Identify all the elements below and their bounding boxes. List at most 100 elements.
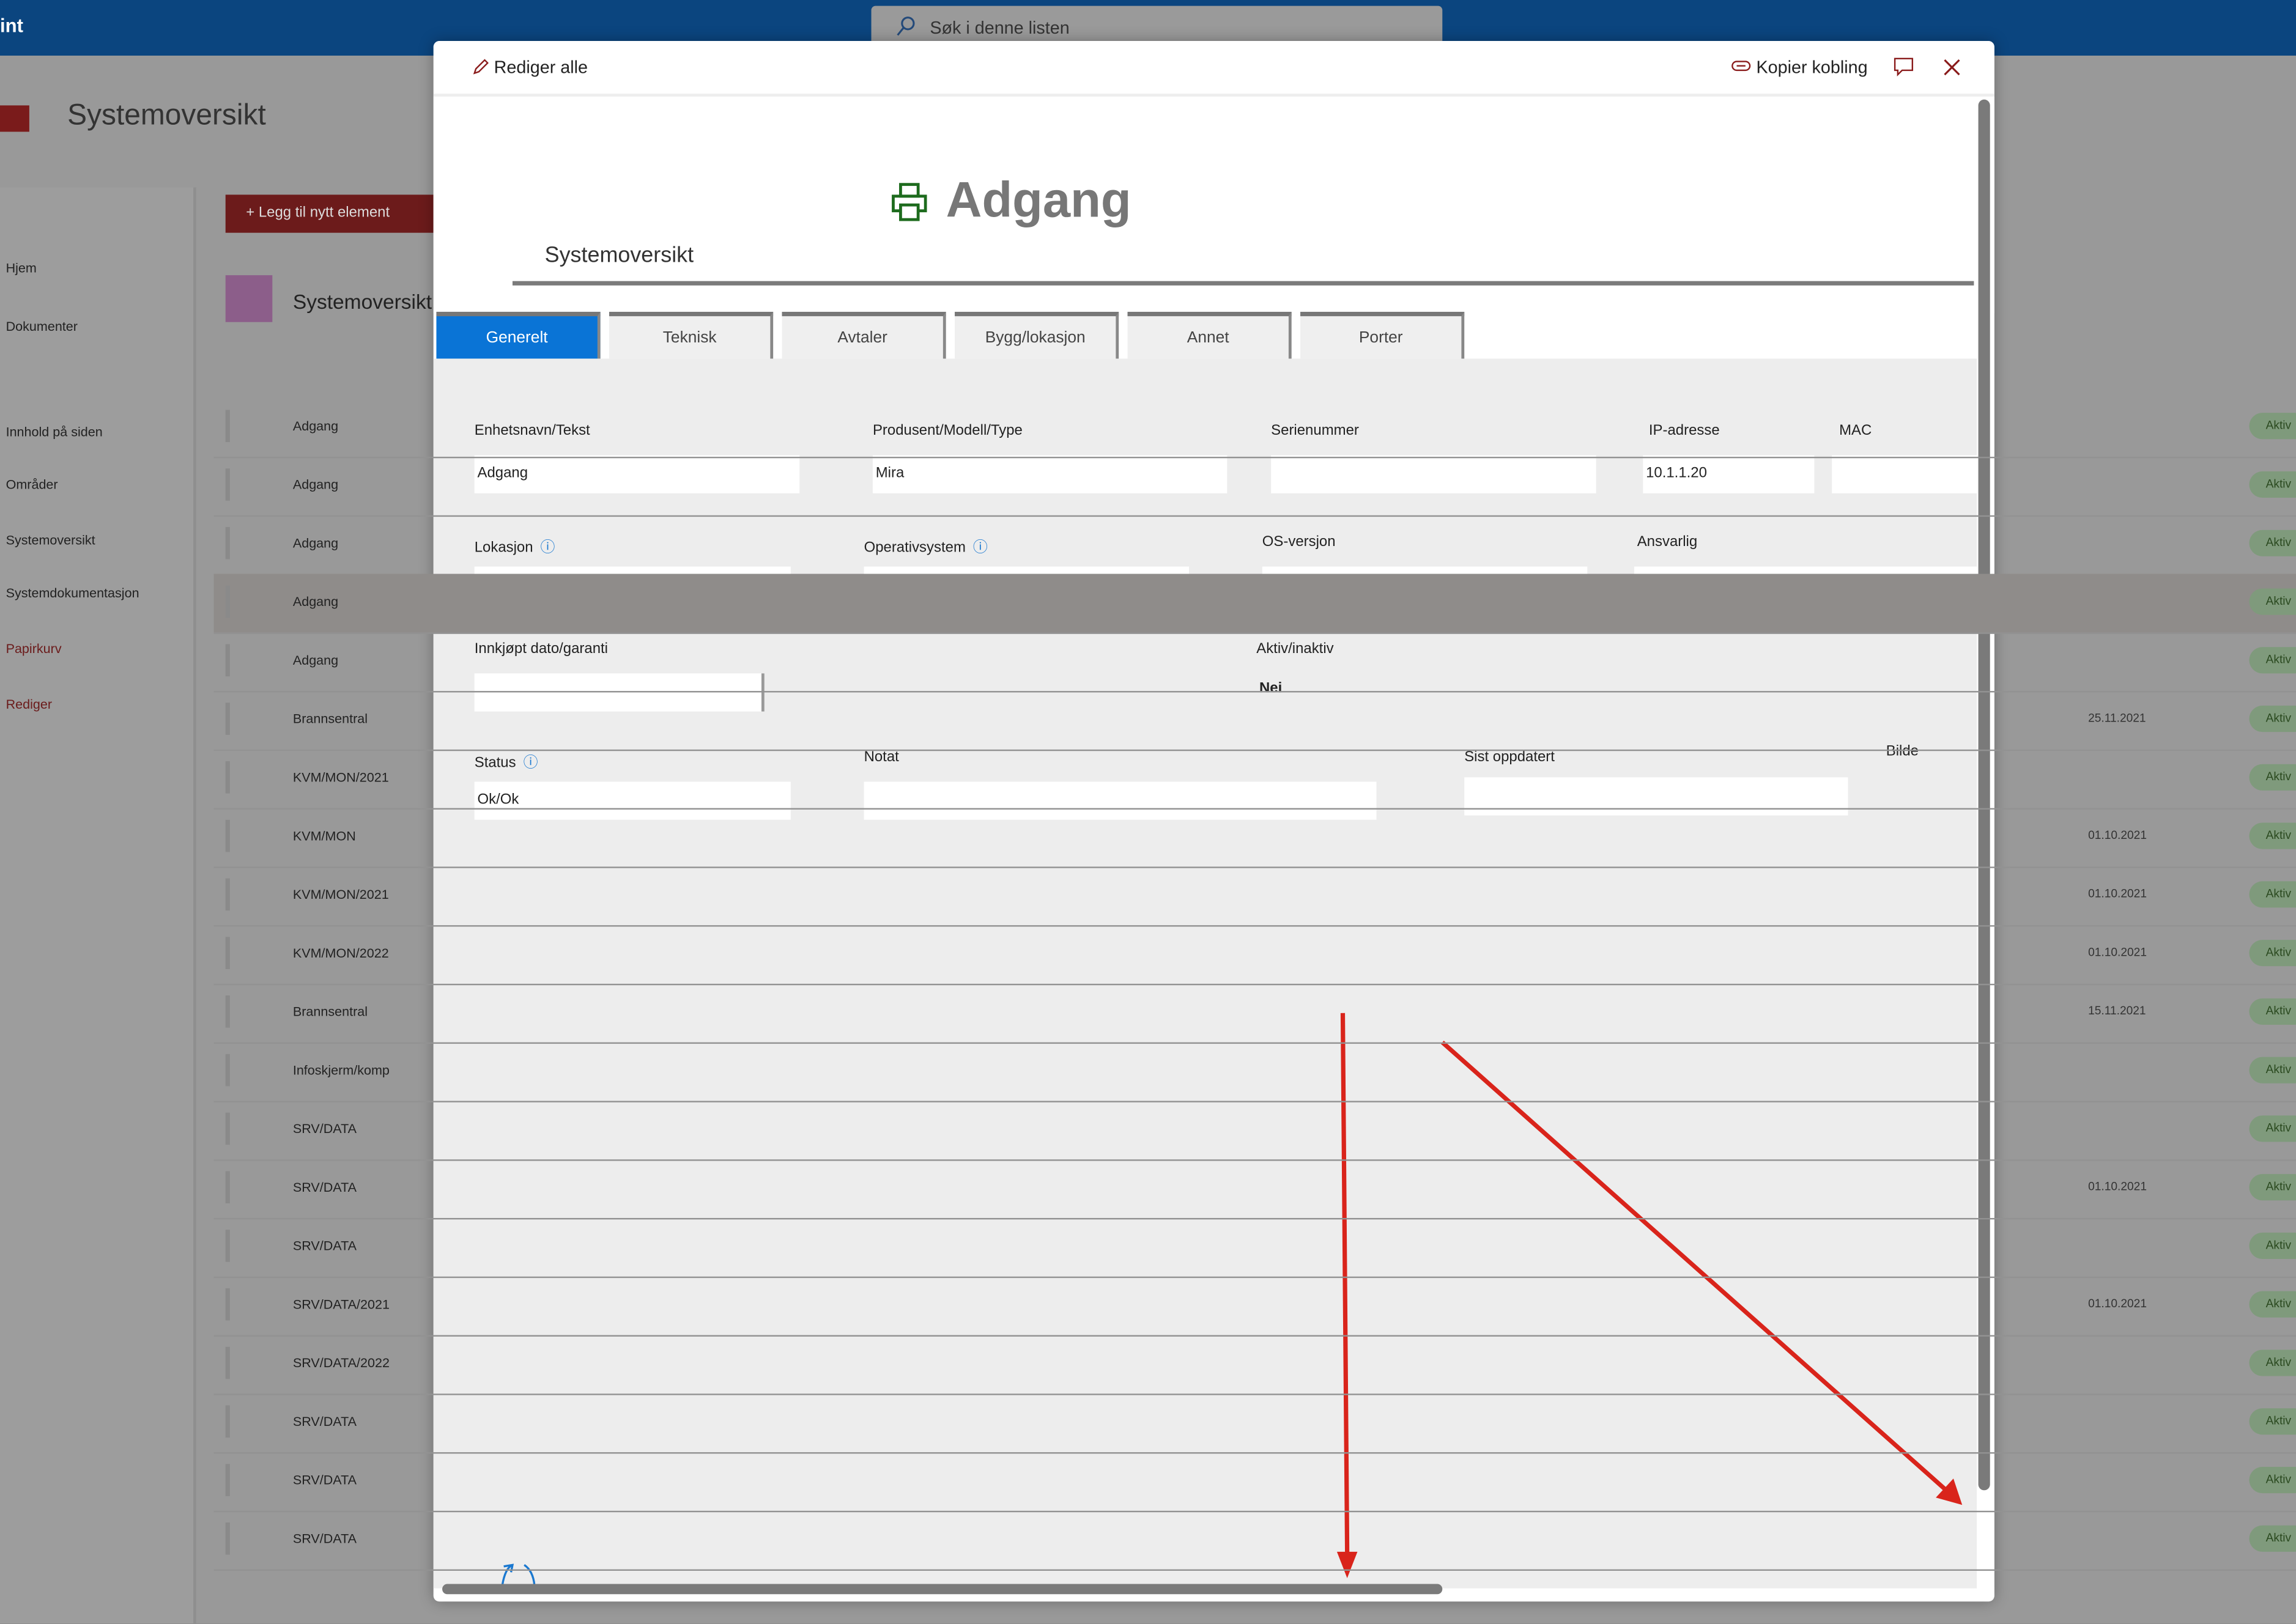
row-title: SRV/DATA	[292, 1531, 357, 1546]
status-badge: Aktiv	[2249, 1408, 2296, 1435]
list-row[interactable]: Adgang Aktiv	[213, 632, 2296, 693]
horizontal-scrollbar[interactable]	[442, 1584, 1443, 1595]
tab-porter[interactable]: Porter	[1300, 311, 1465, 359]
row-selector[interactable]	[225, 819, 230, 852]
status-badge: Aktiv	[2249, 822, 2296, 849]
list-row[interactable]: Brannsentral 15.11.2021 Aktiv	[213, 984, 2296, 1044]
nav-item[interactable]: Rediger	[6, 696, 53, 712]
row-title: SRV/DATA	[292, 1238, 357, 1253]
row-title: SRV/DATA/2022	[292, 1356, 390, 1370]
nav-item[interactable]: Systemoversikt	[6, 533, 95, 548]
nav-item[interactable]: Systemdokumentasjon	[6, 585, 139, 600]
row-selector[interactable]	[225, 1171, 230, 1204]
list-row[interactable]: SRV/DATA/2021 01.10.2021 Aktiv	[213, 1277, 2296, 1337]
list-row[interactable]: SRV/DATA 01.10.2021 Aktiv	[213, 1159, 2296, 1220]
list-row[interactable]: SRV/DATA/2022 Aktiv	[213, 1335, 2296, 1395]
row-selector[interactable]	[225, 410, 230, 443]
nav-item[interactable]: Papirkurv	[6, 641, 62, 656]
field-label: Operativsystem ⓘ	[864, 534, 988, 556]
field-input[interactable]	[864, 781, 1377, 820]
comment-icon[interactable]	[1894, 57, 1914, 78]
vertical-scrollbar[interactable]	[1978, 99, 1990, 1491]
row-selector[interactable]	[225, 937, 230, 969]
list-row[interactable]: Adgang Aktiv	[213, 398, 2296, 459]
list-row[interactable]: SRV/DATA Aktiv	[213, 1218, 2296, 1279]
field-input[interactable]: Mira	[872, 455, 1228, 493]
row-selector[interactable]	[225, 1288, 230, 1321]
field-label-text: Enhetsnavn/Tekst	[474, 423, 590, 440]
list-row[interactable]: KVM/MON 01.10.2021 Aktiv	[213, 808, 2296, 868]
list-row[interactable]: Infoskjerm/komp Aktiv	[213, 1043, 2296, 1102]
field-label: Notat	[864, 750, 899, 766]
field-input[interactable]	[1832, 455, 1979, 493]
row-selector[interactable]	[225, 1346, 230, 1379]
pencil-icon	[473, 59, 489, 75]
field-input[interactable]	[474, 673, 765, 712]
row-selector[interactable]	[225, 1522, 230, 1555]
row-selector[interactable]	[225, 878, 230, 911]
row-selector[interactable]	[225, 995, 230, 1028]
list-row[interactable]: SRV/DATA Aktiv	[213, 1511, 2296, 1571]
nav-item[interactable]: Områder	[6, 477, 58, 492]
row-selector[interactable]	[225, 585, 230, 618]
app-brand: int	[0, 14, 24, 37]
field-label: Aktiv/inaktiv	[1256, 641, 1333, 657]
info-icon[interactable]: ⓘ	[540, 540, 555, 556]
nav-item[interactable]: Dokumenter	[6, 319, 78, 334]
field-input[interactable]: Adgang	[474, 455, 800, 493]
list-row[interactable]: KVM/MON/2022 01.10.2021 Aktiv	[213, 925, 2296, 986]
list-row[interactable]: Adgang Aktiv	[213, 515, 2296, 575]
status-badge: Aktiv	[2249, 647, 2296, 674]
field-label: Serienummer	[1271, 423, 1359, 439]
list-row[interactable]: KVM/MON/2021 01.10.2021 Aktiv	[213, 866, 2296, 927]
row-selector[interactable]	[225, 761, 230, 794]
field-input[interactable]	[1271, 455, 1596, 493]
row-selector[interactable]	[225, 1112, 230, 1145]
info-icon[interactable]: ⓘ	[523, 755, 538, 772]
tab-generelt[interactable]: Generelt	[436, 311, 601, 359]
status-badge: Aktiv	[2249, 413, 2296, 440]
list-row[interactable]: Adgang Aktiv	[213, 574, 2296, 634]
row-selector[interactable]	[225, 703, 230, 735]
row-selector[interactable]	[225, 468, 230, 501]
new-item-label: + Legg til nytt element	[246, 205, 390, 221]
tab-bygglokasjon[interactable]: Bygg/lokasjon	[955, 311, 1119, 359]
close-icon[interactable]	[1943, 59, 1961, 76]
field-input[interactable]: Ok/Ok	[474, 781, 791, 820]
status-badge: Aktiv	[2249, 1291, 2296, 1318]
field-input[interactable]: 10.1.1.20	[1643, 455, 1815, 493]
copy-link-button[interactable]: Kopier kobling	[1731, 57, 1868, 78]
list-row[interactable]: SRV/DATA Aktiv	[213, 1452, 2296, 1513]
list-row[interactable]: KVM/MON/2021 Aktiv	[213, 750, 2296, 810]
field-label-text: Lokasjon	[474, 540, 533, 556]
list-row[interactable]: SRV/DATA Aktiv	[213, 1393, 2296, 1454]
new-item-button[interactable]: + Legg til nytt element	[225, 194, 434, 233]
row-selector[interactable]	[225, 644, 230, 677]
row-selector[interactable]	[225, 526, 230, 559]
edit-all-button[interactable]: Rediger alle	[472, 57, 588, 78]
row-selector[interactable]	[225, 1405, 230, 1438]
row-title: SRV/DATA/2021	[292, 1297, 390, 1312]
row-selector[interactable]	[225, 1464, 230, 1496]
tab-avtaler[interactable]: Avtaler	[782, 311, 946, 359]
row-selector[interactable]	[225, 1230, 230, 1262]
row-selector[interactable]	[225, 1054, 230, 1087]
status-badge: Aktiv	[2249, 471, 2296, 498]
field-label: Sist oppdatert	[1464, 750, 1555, 766]
row-title: SRV/DATA	[292, 1121, 357, 1136]
search-placeholder: Søk i denne listen	[930, 17, 1070, 39]
search-box[interactable]: Søk i denne listen	[871, 6, 1443, 47]
field-label: Status ⓘ	[474, 750, 538, 772]
info-icon[interactable]: ⓘ	[972, 540, 988, 556]
status-badge: Aktiv	[2249, 764, 2296, 791]
nav-item[interactable]: Innhold på siden	[6, 424, 103, 440]
tab-teknisk[interactable]: Teknisk	[609, 311, 774, 359]
list-row[interactable]: SRV/DATA Aktiv	[213, 1101, 2296, 1161]
list-row[interactable]: Brannsentral 25.11.2021 Aktiv	[213, 691, 2296, 751]
field-label-text: Status	[474, 755, 516, 772]
field-label: OS-versjon	[1262, 534, 1336, 550]
tab-annet[interactable]: Annet	[1127, 311, 1292, 359]
status-badge: Aktiv	[2249, 1174, 2296, 1201]
list-row[interactable]: Adgang Aktiv	[213, 457, 2296, 517]
nav-item[interactable]: Hjem	[6, 260, 37, 276]
